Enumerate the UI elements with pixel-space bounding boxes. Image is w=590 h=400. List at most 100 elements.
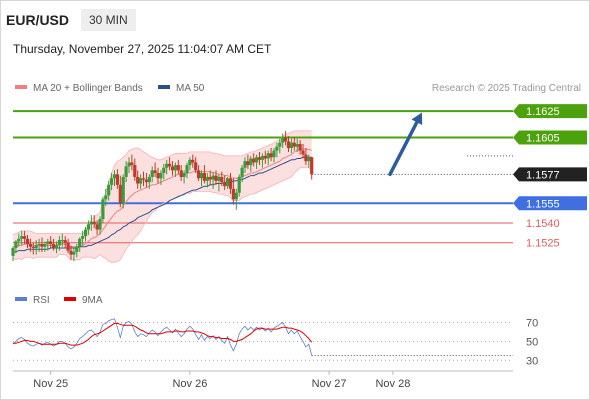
candle	[168, 157, 172, 171]
candle-body	[304, 154, 308, 162]
candle-body	[217, 176, 221, 181]
bollinger-bands	[13, 130, 312, 263]
candle-body	[228, 178, 233, 189]
candle-body	[54, 245, 59, 248]
rsi-legend-swatch	[15, 297, 27, 301]
rsi-ma-line	[13, 322, 313, 346]
forecast-arrow-head	[411, 112, 423, 126]
candle-body	[60, 240, 64, 242]
time-tick-label: Nov 28	[375, 378, 410, 390]
candle-body	[211, 175, 215, 180]
forecast-arrow-shaft	[388, 120, 419, 177]
candle	[234, 188, 238, 210]
secondary-support-label: 1.1540	[526, 218, 560, 230]
candle	[284, 130, 288, 146]
candle-body	[298, 144, 302, 151]
candle	[286, 136, 291, 152]
candle	[194, 157, 198, 173]
candle	[136, 170, 140, 189]
candle	[28, 238, 32, 252]
candle-body	[275, 146, 279, 151]
candle	[292, 137, 296, 151]
resistance-tag	[513, 104, 587, 119]
candle-body	[124, 166, 128, 177]
moving-averages	[12, 130, 312, 263]
candle-body	[127, 162, 131, 167]
candle	[269, 148, 273, 162]
candle	[23, 230, 27, 245]
candle	[159, 170, 163, 185]
rsi-line	[12, 318, 313, 356]
candle	[11, 246, 15, 262]
candle-body	[17, 238, 21, 242]
candle	[243, 157, 247, 173]
candle-body	[243, 161, 247, 168]
candle-body	[257, 157, 262, 160]
candle	[275, 142, 279, 158]
candle	[60, 233, 64, 247]
candle	[104, 188, 108, 206]
candle	[237, 174, 241, 197]
candle	[75, 244, 79, 258]
secondary-support-label: 1.1525	[526, 238, 560, 250]
candle-body	[112, 174, 117, 179]
price-levels: 1.1625 1.1605 1.1577 1.1555 1.1540 1.1525	[13, 104, 587, 250]
candle	[231, 178, 235, 205]
candle	[78, 237, 82, 252]
candle	[246, 154, 250, 170]
candle-body	[185, 165, 189, 173]
bollinger-band-area	[13, 130, 312, 263]
candle	[144, 173, 148, 188]
candle-body	[46, 241, 50, 245]
candle-body	[144, 179, 148, 183]
candle	[121, 174, 125, 209]
ma50-line	[13, 156, 312, 253]
rsi-ma-legend-label: 9MA	[82, 295, 103, 306]
candle-body	[25, 238, 30, 245]
candle-body	[226, 178, 230, 187]
candle-body	[57, 240, 61, 246]
candle-body	[194, 162, 198, 171]
timeframe-badge[interactable]: 30 MIN	[81, 9, 136, 31]
bollinger-upper-line	[12, 130, 312, 236]
chart-header: EUR/USD 30 MIN	[1, 1, 589, 35]
candle	[199, 170, 204, 187]
candle	[46, 238, 50, 251]
candle	[211, 171, 215, 189]
candle	[191, 154, 195, 168]
candle-body	[260, 155, 264, 160]
candle-body	[31, 246, 35, 248]
resistance-label: 1.1605	[526, 132, 560, 144]
support-label: 1.1555	[526, 198, 560, 210]
candle	[188, 157, 192, 171]
time-tick-label: Nov 26	[172, 378, 207, 390]
candle	[205, 173, 209, 188]
symbol-label: EUR/USD	[6, 12, 70, 28]
bollinger-lower-line	[12, 167, 312, 263]
candle	[150, 166, 154, 183]
candle-body	[202, 173, 206, 181]
candle-body	[246, 161, 250, 166]
candle	[112, 170, 117, 187]
resistance-tag	[513, 130, 587, 145]
candle	[176, 159, 180, 175]
candle-body	[278, 142, 282, 147]
candle-body	[237, 176, 241, 193]
candle-body	[252, 158, 256, 163]
candle-body	[255, 157, 259, 163]
candle	[214, 170, 218, 185]
candle	[98, 216, 102, 235]
candle	[173, 162, 177, 177]
candle-body	[292, 142, 296, 147]
rsi-panel: RSI 9MA 70 50 30	[12, 295, 538, 367]
candle-body	[301, 150, 305, 155]
candle	[40, 237, 44, 252]
candle-body	[179, 170, 183, 177]
candle	[197, 165, 201, 181]
candle	[43, 241, 47, 252]
candle	[86, 220, 90, 235]
candle	[170, 161, 175, 176]
candle-body	[101, 199, 105, 220]
candle-body	[98, 219, 102, 230]
